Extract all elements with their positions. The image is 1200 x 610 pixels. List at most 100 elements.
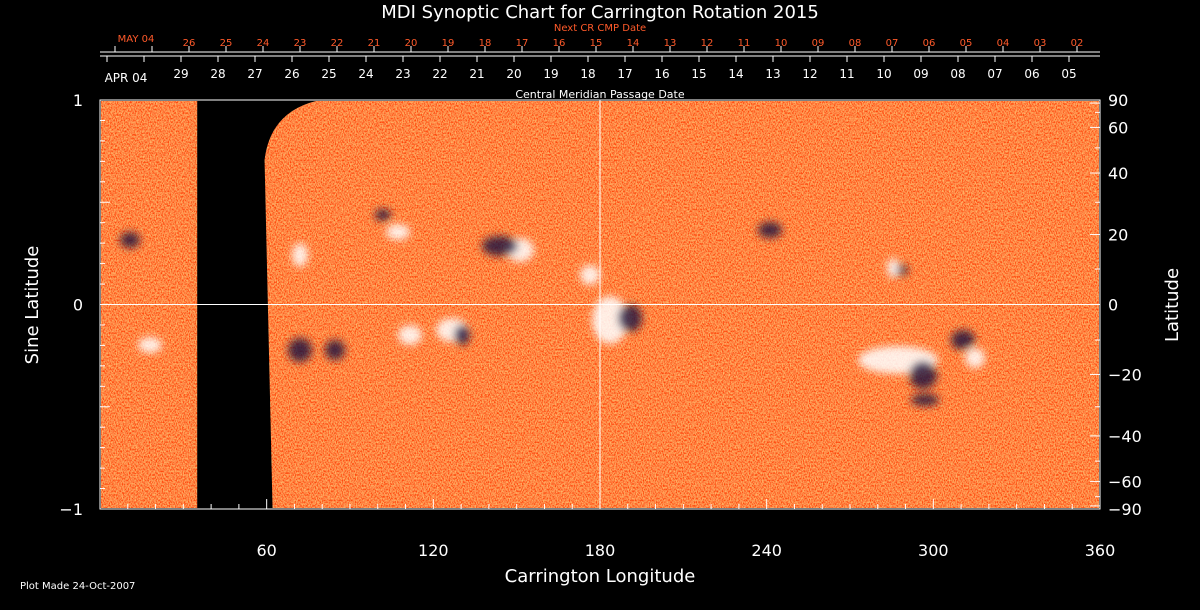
cmp-date-label: 26 (284, 67, 299, 81)
next-cr-date-label: 24 (257, 38, 270, 49)
reference-lines (100, 100, 1100, 509)
cmp-date-label: 24 (358, 67, 373, 81)
cmp-date-label: 19 (543, 67, 558, 81)
next-cr-date-label: 03 (1034, 38, 1047, 49)
y-axis-label-right: Latitude (1162, 268, 1183, 342)
cmp-date-label: 13 (765, 67, 780, 81)
cmp-date-label: 14 (728, 67, 743, 81)
cmp-date-label: 17 (617, 67, 632, 81)
lat-tick-label: 60 (1108, 118, 1128, 137)
chart-title: MDI Synoptic Chart for Carrington Rotati… (381, 2, 819, 23)
next-cr-date-label: 25 (220, 38, 233, 49)
cmp-date-label: 16 (654, 67, 669, 81)
cmp-date-label: 11 (839, 67, 854, 81)
x-tick-label: 180 (585, 541, 616, 560)
y-tick-label: 1 (73, 91, 83, 110)
lat-tick-label: −90 (1108, 500, 1142, 519)
negative-flux-region (758, 222, 782, 238)
next-cr-date-axis: MAY 04 26 25 24 23 22 21 20 19 18 17 16 15 14 13 12 11 10… (100, 34, 1100, 53)
lat-tick-label: −20 (1108, 365, 1142, 384)
lat-tick-label: −40 (1108, 427, 1142, 446)
x-tick-label: 360 (1085, 541, 1116, 560)
cmp-date-label: 22 (432, 67, 447, 81)
next-cr-date-label: 13 (664, 38, 677, 49)
next-cr-date-label: 12 (701, 38, 714, 49)
negative-flux-region (911, 394, 939, 406)
next-cr-date-label: 08 (849, 38, 862, 49)
next-cr-date-label: 26 (183, 38, 196, 49)
next-cr-date-label: 07 (886, 38, 899, 49)
cmp-date-label: 09 (913, 67, 928, 81)
next-cr-date-label: 18 (479, 38, 492, 49)
positive-flux-region (292, 243, 308, 267)
cmp-date-label: 07 (987, 67, 1002, 81)
positive-flux-region (887, 258, 899, 278)
x-axis: 60 120 180 240 300 360 (99, 499, 1116, 560)
next-cr-axis-label: Next CR CMP Date (554, 23, 646, 34)
x-tick-label: 60 (256, 541, 276, 560)
lat-tick-label: 90 (1108, 91, 1128, 110)
cmp-date-label: 10 (876, 67, 891, 81)
negative-flux-region (288, 338, 312, 362)
next-cr-date-label: 14 (627, 38, 640, 49)
cmp-axis-label: Central Meridian Passage Date (515, 88, 684, 101)
negative-flux-region (325, 340, 345, 360)
next-cr-start-label: MAY 04 (118, 34, 155, 45)
x-tick-label: 300 (918, 541, 949, 560)
negative-flux-region (951, 330, 975, 350)
positive-flux-region (386, 224, 410, 240)
cmp-date-label: 08 (950, 67, 965, 81)
next-cr-date-label: 05 (960, 38, 973, 49)
cmp-date-label: 12 (802, 67, 817, 81)
active-regions (120, 209, 985, 406)
y-axis-label-left: Sine Latitude (22, 246, 43, 365)
negative-flux-region (618, 304, 642, 332)
cmp-date-label: 18 (580, 67, 595, 81)
next-cr-date-label: 17 (516, 38, 529, 49)
next-cr-date-label: 04 (997, 38, 1010, 49)
negative-flux-region (375, 209, 391, 221)
next-cr-date-label: 06 (923, 38, 936, 49)
positive-flux-region (398, 325, 422, 345)
negative-flux-region (909, 361, 937, 389)
x-axis-label: Carrington Longitude (505, 566, 696, 587)
cmp-start-label: APR 04 (105, 71, 148, 85)
positive-flux-region (592, 296, 628, 344)
next-cr-date-label: 20 (405, 38, 418, 49)
positive-flux-region (965, 348, 985, 368)
negative-flux-region (482, 236, 518, 256)
lat-tick-label: 20 (1108, 226, 1128, 245)
next-cr-date-label: 19 (442, 38, 455, 49)
cmp-date-label: 28 (210, 67, 225, 81)
lat-tick-label: 0 (1108, 296, 1118, 315)
cmp-date-label: 29 (173, 67, 188, 81)
negative-flux-region (454, 325, 470, 345)
cmp-date-label: 21 (469, 67, 484, 81)
next-cr-date-label: 15 (590, 38, 603, 49)
cmp-date-label: 06 (1024, 67, 1039, 81)
x-tick-label: 240 (751, 541, 782, 560)
positive-flux-region (138, 337, 162, 353)
cmp-date-label: 15 (691, 67, 706, 81)
cmp-date-label: 23 (395, 67, 410, 81)
cmp-date-label: 25 (321, 67, 336, 81)
x-tick-label: 120 (418, 541, 449, 560)
positive-flux-region (580, 265, 600, 285)
next-cr-date-label: 16 (553, 38, 566, 49)
next-cr-date-label: 21 (368, 38, 381, 49)
next-cr-date-label: 23 (294, 38, 307, 49)
y-tick-label: −1 (59, 500, 83, 519)
negative-flux-region (120, 232, 140, 248)
next-cr-date-label: 09 (812, 38, 825, 49)
cmp-date-axis: APR 04 29 28 27 26 25 24 23 22 21 20 19 18 17 16 15 14 13… (100, 55, 1100, 85)
cmp-date-label: 20 (506, 67, 521, 81)
cmp-date-label: 05 (1061, 67, 1076, 81)
right-y-axis: 90 60 40 20 0 −20 −40 −60 −90 (1090, 91, 1142, 519)
cmp-date-label: 27 (247, 67, 262, 81)
lat-tick-label: 40 (1108, 164, 1128, 183)
lat-tick-label: −60 (1108, 473, 1142, 492)
next-cr-date-label: 10 (775, 38, 788, 49)
next-cr-date-label: 02 (1071, 38, 1084, 49)
next-cr-date-label: 22 (331, 38, 344, 49)
